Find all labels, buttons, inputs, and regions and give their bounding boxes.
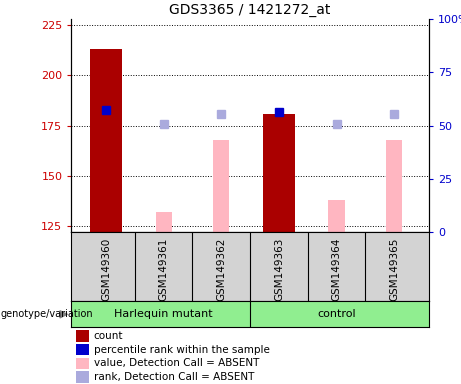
- Text: GSM149363: GSM149363: [274, 238, 284, 301]
- Text: genotype/variation: genotype/variation: [1, 309, 94, 319]
- Text: GSM149361: GSM149361: [159, 238, 169, 301]
- Bar: [156, 212, 172, 232]
- Bar: [213, 140, 230, 232]
- Text: Harlequin mutant: Harlequin mutant: [114, 309, 213, 319]
- Text: GSM149365: GSM149365: [389, 238, 399, 301]
- Text: rank, Detection Call = ABSENT: rank, Detection Call = ABSENT: [94, 372, 254, 382]
- Text: GSM149364: GSM149364: [331, 238, 342, 301]
- Text: value, Detection Call = ABSENT: value, Detection Call = ABSENT: [94, 358, 259, 368]
- Text: percentile rank within the sample: percentile rank within the sample: [94, 345, 270, 355]
- Bar: [386, 140, 402, 232]
- Text: GSM149362: GSM149362: [216, 238, 226, 301]
- Text: control: control: [317, 309, 356, 319]
- Bar: [90, 50, 122, 232]
- Text: GSM149360: GSM149360: [101, 238, 111, 301]
- Text: count: count: [94, 331, 123, 341]
- Bar: [328, 200, 345, 232]
- Bar: [263, 114, 295, 232]
- Title: GDS3365 / 1421272_at: GDS3365 / 1421272_at: [169, 3, 331, 17]
